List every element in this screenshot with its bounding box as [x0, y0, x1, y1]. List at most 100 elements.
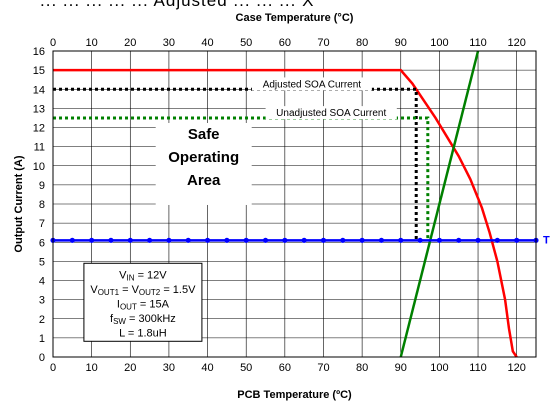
y-tick-label: 2	[39, 314, 45, 326]
x2-tick-label: 110	[469, 37, 487, 49]
condition-part: SW	[113, 317, 126, 326]
condition-part: V	[90, 284, 98, 296]
chart-series	[50, 50, 539, 358]
header-fragment-text: ... ... ... ... ... Adjusted ... ... ...…	[40, 0, 315, 10]
x-tick-label: 80	[356, 362, 368, 374]
condition-part: I	[117, 298, 120, 310]
series-point-2	[204, 237, 211, 243]
condition-part: OUT1	[98, 288, 120, 297]
series-point-2	[89, 237, 95, 243]
y-tick-label: 9	[39, 180, 45, 192]
y-tick-label: 10	[33, 161, 45, 173]
series-line-3	[53, 87, 418, 241]
condition-part: OUT2	[139, 288, 161, 297]
x-tick-label: 70	[317, 362, 329, 374]
series-point-2	[359, 237, 365, 243]
unadjusted-soa-label-bg	[265, 106, 397, 120]
x2-tick-label: 30	[163, 37, 175, 49]
series-line-0	[53, 68, 518, 358]
plot-frame	[52, 50, 537, 358]
safe-area-label: Operating	[168, 149, 239, 166]
x2-tick-label: 60	[279, 37, 291, 49]
series-point-2	[224, 237, 230, 243]
series-point-2	[262, 237, 269, 243]
edge-t-label: T	[543, 234, 550, 246]
x2-tick-label: 0	[50, 37, 56, 49]
x-tick-label: 120	[508, 362, 526, 374]
series-point-2	[514, 237, 520, 243]
x-tick-label: 0	[50, 362, 56, 374]
y-tick-label: 15	[33, 65, 45, 77]
y-tick-label: 16	[33, 46, 45, 58]
x-axis-title: PCB Temperature (ºC)	[237, 389, 352, 401]
y-tick-label: 1	[39, 333, 45, 345]
x-tick-label: 50	[240, 362, 252, 374]
series-point-2	[456, 237, 462, 243]
unadjusted-soa-label: Unadjusted SOA Current	[276, 108, 386, 119]
x-tick-label: 40	[201, 362, 213, 374]
condition-part: = 15A	[137, 298, 170, 310]
safe-area-bg	[155, 122, 252, 205]
y-tick-label: 13	[33, 103, 45, 115]
y-tick-label: 3	[39, 295, 45, 307]
y-tick-label: 4	[39, 276, 45, 288]
series-point-2	[108, 237, 114, 243]
condition-part: = 12V	[135, 269, 168, 281]
y-axis-title: Output Current (A)	[13, 155, 25, 252]
safe-area-label: Area	[187, 172, 221, 189]
x-tick-label: 10	[86, 362, 98, 374]
y-tick-label: 6	[39, 237, 45, 249]
x2-tick-label: 100	[430, 37, 448, 49]
x-tick-label: 100	[430, 362, 448, 374]
condition-part: IN	[127, 273, 135, 282]
y-tick-label: 8	[39, 199, 45, 211]
x2-tick-label: 10	[86, 37, 98, 49]
series-line-1	[399, 50, 480, 358]
series-point-2	[69, 237, 75, 243]
top-header-fragment: ... ... ... ... ... Adjusted ... ... ...…	[0, 0, 555, 11]
adjusted-soa-label: Adjusted SOA Current	[263, 79, 362, 90]
x2-tick-label: 90	[395, 37, 407, 49]
x-tick-label: 90	[395, 362, 407, 374]
x2-tick-label: 20	[124, 37, 136, 49]
condition-part: f	[110, 313, 114, 325]
series-point-2	[398, 237, 404, 243]
series-point-2	[436, 237, 442, 243]
series-point-2	[340, 237, 346, 243]
condition-part: L = 1.8uH	[119, 327, 167, 339]
x2-tick-label: 50	[240, 37, 252, 49]
condition-line: VIN = 12V	[119, 269, 167, 282]
series-point-2	[243, 237, 249, 243]
series-point-2	[147, 237, 153, 243]
x2-axis-title: Case Temperature (°C)	[236, 12, 354, 24]
adjusted-soa-label-bg	[251, 77, 372, 91]
series-point-2	[301, 237, 307, 243]
series-point-2	[320, 237, 327, 243]
condition-part: = 1.5V	[160, 284, 196, 296]
series-point-2	[166, 237, 172, 243]
x2-tick-label: 40	[201, 37, 213, 49]
x2-tick-label: 70	[317, 37, 329, 49]
condition-line: VOUT1 = VOUT2 = 1.5V	[90, 284, 196, 297]
y-tick-label: 14	[33, 84, 45, 96]
y-tick-label: 0	[39, 352, 45, 364]
x-tick-label: 60	[279, 362, 291, 374]
series-point-2	[475, 237, 481, 243]
condition-part: = V	[119, 284, 140, 296]
condition-line: L = 1.8uH	[119, 327, 167, 339]
safe-area-label: Safe	[188, 126, 220, 143]
condition-part: = 300kHz	[126, 313, 176, 325]
x-tick-label: 30	[163, 362, 175, 374]
series-line-4	[53, 116, 430, 241]
condition-line: IOUT = 15A	[117, 298, 170, 311]
series-point-2	[417, 237, 423, 243]
series-point-2	[127, 237, 133, 243]
series-point-2	[494, 237, 500, 243]
y-tick-label: 12	[33, 123, 45, 135]
y-tick-label: 11	[34, 142, 45, 154]
series-point-2	[282, 237, 288, 243]
condition-part: V	[119, 269, 127, 281]
series-point-2	[185, 237, 191, 243]
x2-tick-label: 120	[508, 37, 526, 49]
